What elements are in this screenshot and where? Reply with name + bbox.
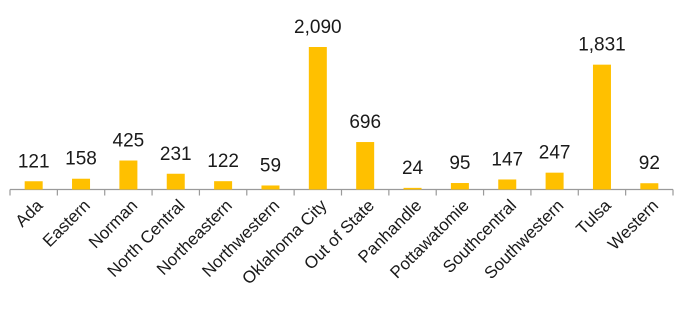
bar	[24, 181, 43, 190]
bar	[450, 183, 469, 190]
x-tick-label: Tulsa	[572, 196, 615, 239]
value-label-layer: 121 158 425 231 122 59 2,090 696 24 95 147 247 1,831…	[18, 17, 660, 179]
bar-value-label: 696	[349, 112, 381, 133]
bar	[261, 185, 280, 190]
bar	[403, 187, 422, 190]
x-tick-label: Eastern	[39, 196, 94, 251]
bar	[545, 172, 564, 190]
bar-value-label: 92	[639, 153, 660, 174]
bar-value-label: 122	[207, 151, 239, 172]
bar-value-label: 95	[449, 153, 470, 174]
bar	[72, 178, 91, 190]
bar	[166, 173, 185, 190]
axis-layer	[9, 188, 674, 196]
bar-layer	[24, 47, 659, 190]
bar-value-label: 147	[491, 149, 523, 170]
bar-value-label: 231	[160, 144, 192, 165]
bar	[592, 64, 611, 190]
bar-value-label: 24	[402, 158, 424, 179]
x-tick-label: Ada	[12, 196, 47, 231]
bar	[308, 47, 327, 190]
bar	[119, 160, 138, 190]
bar	[356, 142, 375, 190]
bar	[214, 181, 233, 190]
bar	[498, 179, 517, 190]
bar-value-label: 59	[260, 155, 281, 176]
bar-value-label: 2,090	[294, 17, 342, 38]
bar-value-label: 425	[113, 131, 145, 152]
x-tick-label: Western	[604, 196, 662, 254]
bar-value-label: 121	[18, 151, 50, 172]
bar-value-label: 158	[65, 149, 97, 170]
bar	[640, 183, 659, 190]
bar-value-label: 1,831	[578, 35, 626, 56]
bar-value-label: 247	[539, 143, 571, 164]
x-tick-label: Oklahoma City	[238, 196, 331, 289]
